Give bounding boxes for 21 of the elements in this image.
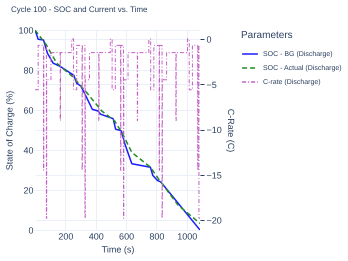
y-tick-label: 40 [23,146,34,156]
x-tick-label: 600 [119,232,134,242]
legend-title: Parameters [241,30,293,41]
y2-tick-label: −20 [206,216,222,226]
x-tick-label: 1000 [177,232,198,242]
y2-tick-label: −5 [206,80,217,90]
x-axis-title: Time (s) [102,244,134,254]
y2-axis-title: C-Rate (C) [226,108,236,152]
y-axis-title: State of Charge (%) [4,90,14,170]
x-tick-label: 200 [58,232,74,242]
y-tick-label: 80 [23,66,34,76]
y2-tick-label: −15 [206,170,222,180]
y-tick-label: 100 [18,26,34,36]
y-tick-label: 20 [23,186,34,196]
x-tick-label: 400 [88,232,104,242]
y2-tick-label: −10 [206,125,222,136]
chart-title: Cycle 100 - SOC and Current vs. Time [11,5,148,14]
y-tick-label: 60 [23,106,34,116]
y2-tick-label: 0 [206,34,212,45]
y-tick-label: 0 [28,226,34,236]
x-tick-label: 800 [149,232,164,242]
